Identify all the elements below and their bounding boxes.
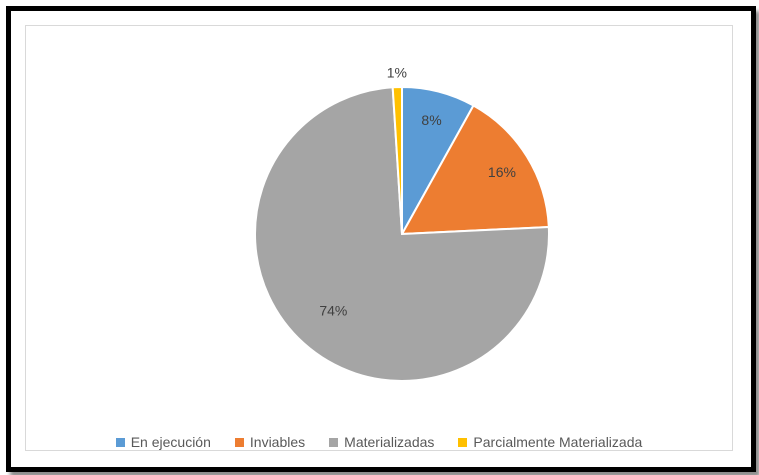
pie-labels: 8% 16% 74% 1% bbox=[319, 64, 516, 318]
legend-item: Parcialmente Materializada bbox=[458, 434, 642, 450]
pie-slice-parcialmente-materializada bbox=[391, 85, 403, 235]
legend-label: Parcialmente Materializada bbox=[473, 434, 643, 450]
legend-label: Inviables bbox=[249, 434, 306, 450]
pie-data-label: 8% bbox=[421, 112, 441, 128]
pie-data-label: 74% bbox=[319, 303, 347, 319]
pie-slice-materializadas bbox=[254, 86, 550, 382]
legend-label: En ejecución bbox=[130, 434, 211, 450]
legend-item: Materializadas bbox=[329, 434, 434, 450]
chart-area: 8% 16% 74% 1% En ejecución Inviables Material… bbox=[25, 25, 733, 451]
pie-chart: 8% 16% 74% 1% bbox=[254, 64, 550, 382]
pie-slice-inviables bbox=[400, 104, 550, 236]
pie-slices bbox=[254, 85, 550, 382]
pie-data-label: 16% bbox=[488, 164, 516, 180]
legend-item: En ejecución bbox=[115, 434, 211, 450]
chart-legend: En ejecución Inviables Materializadas Parci… bbox=[26, 434, 732, 450]
legend-swatch bbox=[115, 437, 125, 447]
legend-label: Materializadas bbox=[344, 434, 435, 450]
legend-swatch bbox=[329, 437, 339, 447]
pie-data-label: 1% bbox=[387, 64, 407, 80]
chart-frame: 8% 16% 74% 1% En ejecución Inviables Material… bbox=[6, 6, 756, 472]
legend-item: Inviables bbox=[234, 434, 306, 450]
legend-swatch bbox=[458, 437, 468, 447]
legend-swatch bbox=[234, 437, 244, 447]
